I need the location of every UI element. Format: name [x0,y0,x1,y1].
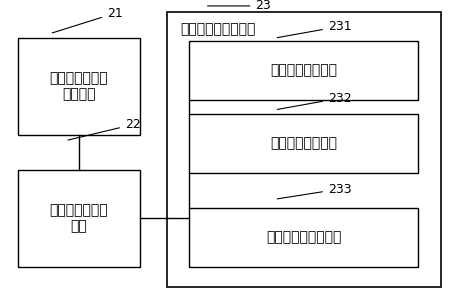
Text: 点标号动态显示
模块: 点标号动态显示 模块 [50,203,108,234]
Bar [18,38,140,135]
Text: 233: 233 [277,183,352,199]
Text: 点标号资源管理模块: 点标号资源管理模块 [180,22,255,36]
Bar [167,12,441,287]
Text: 232: 232 [277,92,352,109]
Bar [18,170,140,267]
Text: 231: 231 [277,20,352,38]
Text: 点标号显示模式
设置模块: 点标号显示模式 设置模块 [50,71,108,102]
Text: 标号库管理子模块: 标号库管理子模块 [270,63,337,77]
Text: 22: 22 [68,118,140,140]
Bar [189,208,419,267]
Text: 21: 21 [52,7,123,33]
Text: 23: 23 [207,0,271,13]
Bar [189,41,419,100]
Text: 外部图片管理子模块: 外部图片管理子模块 [266,231,341,244]
Bar [189,114,419,173]
Text: 模型库管理子模块: 模型库管理子模块 [270,137,337,151]
